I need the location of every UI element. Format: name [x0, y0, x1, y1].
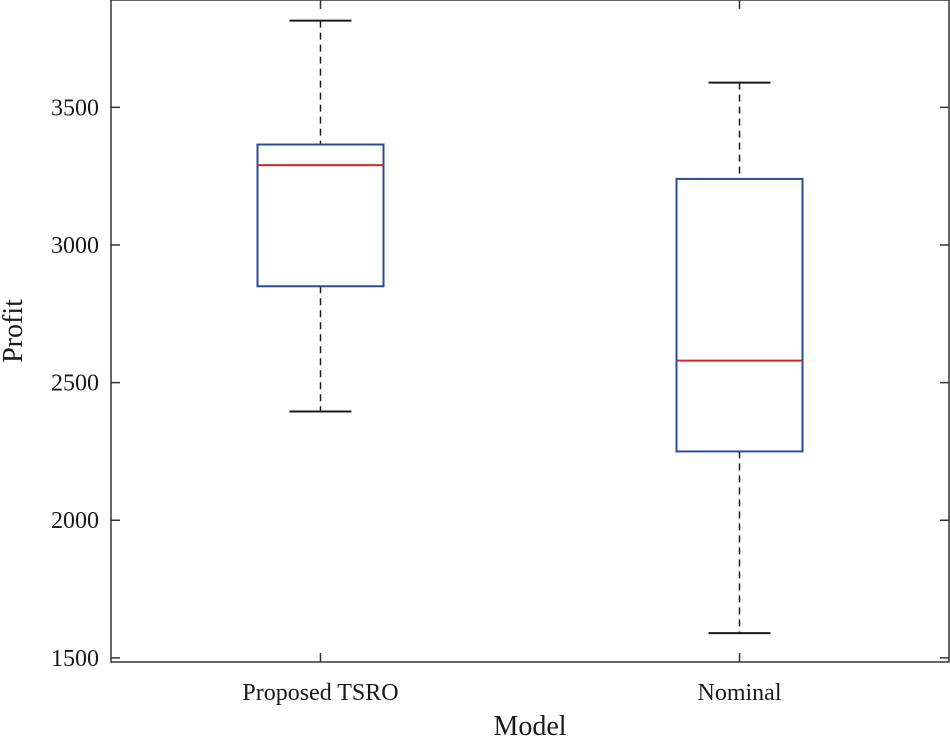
y-tick-label: 1500 — [51, 646, 99, 672]
y-tick-label: 3000 — [51, 233, 99, 259]
iqr-box — [256, 143, 385, 288]
box-0 — [256, 19, 385, 413]
x-axis-title: Model — [493, 711, 566, 742]
plot-area-frame — [110, 0, 950, 663]
x-tick-label: Nominal — [698, 680, 782, 706]
x-tick-labels: Proposed TSRO Nominal — [242, 0, 782, 706]
box-1 — [675, 81, 804, 635]
y-tick-label: 3500 — [51, 95, 99, 121]
y-tick-label: 2500 — [51, 371, 99, 397]
y-ticks: 1500 2000 2500 3000 3500 — [51, 95, 949, 672]
x-tick-label: Proposed TSRO — [242, 680, 398, 706]
y-axis-title: Profit — [0, 299, 29, 363]
iqr-box — [675, 177, 804, 453]
y-tick-label: 2000 — [51, 508, 99, 534]
boxes — [256, 19, 804, 635]
